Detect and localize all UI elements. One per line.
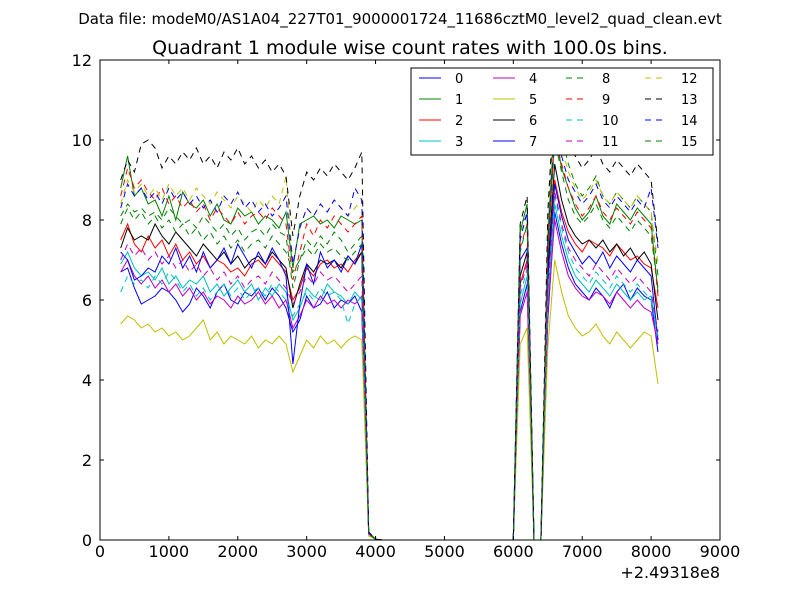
series-line-7 <box>120 183 659 540</box>
legend-label-5: 5 <box>529 93 537 108</box>
legend-label-7: 7 <box>529 135 537 150</box>
y-tick-label: 12 <box>72 51 92 70</box>
series-line-2 <box>120 179 659 540</box>
legend-label-11: 11 <box>602 135 619 150</box>
x-tick-label: 3000 <box>286 542 327 561</box>
legend-label-2: 2 <box>455 114 463 129</box>
chart-title: Quadrant 1 module wise count rates with … <box>152 37 668 59</box>
x-tick-label: 9000 <box>700 542 741 561</box>
series-line-13 <box>120 87 659 540</box>
legend-label-10: 10 <box>602 114 619 129</box>
x-tick-label: 7000 <box>562 542 603 561</box>
legend-label-4: 4 <box>529 72 537 87</box>
legend-label-3: 3 <box>455 135 463 150</box>
y-tick-label: 8 <box>82 211 92 230</box>
legend-label-0: 0 <box>455 72 463 87</box>
series-line-3 <box>120 203 659 540</box>
x-tick-label: 1000 <box>149 542 190 561</box>
series-layer <box>120 87 659 540</box>
x-offset-label: +2.49318e8 <box>620 563 720 582</box>
series-line-5 <box>120 259 659 540</box>
x-tick-label: 6000 <box>493 542 534 561</box>
x-tick-label: 2000 <box>217 542 258 561</box>
series-line-8 <box>120 91 659 540</box>
chart-suptitle: Data file: modeM0/AS1A04_227T01_90000017… <box>78 10 722 29</box>
x-tick-label: 0 <box>95 542 105 561</box>
series-line-12 <box>120 115 659 540</box>
legend-label-9: 9 <box>602 93 610 108</box>
y-tick-label: 6 <box>82 291 92 310</box>
y-tick-label: 0 <box>82 531 92 550</box>
axis-ticks: 0 1000 2000 3000 4000 5000 6000 7000 8000 9000 0 2 4… <box>72 51 741 561</box>
series-line-6 <box>120 163 659 540</box>
series-line-1 <box>120 131 659 540</box>
y-tick-label: 10 <box>72 131 92 150</box>
legend-label-13: 13 <box>681 93 698 108</box>
x-tick-label: 5000 <box>424 542 465 561</box>
series-line-11 <box>120 191 659 540</box>
legend-label-14: 14 <box>681 114 698 129</box>
x-tick-label: 8000 <box>631 542 672 561</box>
series-line-14 <box>120 123 659 540</box>
x-tick-label: 4000 <box>355 542 396 561</box>
series-line-0 <box>120 211 659 540</box>
series-line-9 <box>120 135 659 540</box>
series-line-4 <box>120 219 659 540</box>
legend-frame <box>410 67 714 156</box>
legend-label-6: 6 <box>529 114 537 129</box>
legend-label-12: 12 <box>681 72 698 87</box>
y-tick-label: 2 <box>82 451 92 470</box>
legend-label-1: 1 <box>455 93 463 108</box>
legend-label-8: 8 <box>602 72 610 87</box>
series-line-15 <box>120 139 659 540</box>
series-line-10 <box>120 195 659 540</box>
legend-label-15: 15 <box>681 135 698 150</box>
y-tick-label: 4 <box>82 371 92 390</box>
